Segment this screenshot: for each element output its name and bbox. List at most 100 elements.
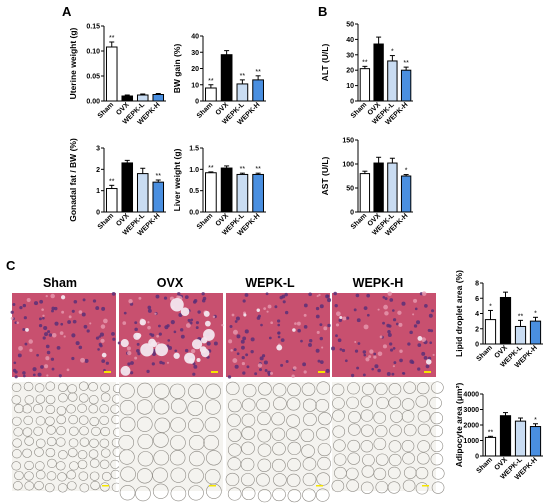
nucleus [335, 334, 338, 338]
bar [387, 162, 398, 213]
y-tick-label: 0.05 [86, 74, 100, 81]
nucleus [78, 345, 83, 350]
adipocyte-outline [347, 452, 361, 465]
adipocyte-outline [99, 404, 109, 414]
significance-label: ** [208, 78, 214, 85]
cytoplasm-spot [45, 356, 50, 361]
adipocyte-outline [388, 440, 402, 453]
nucleus [101, 359, 106, 363]
adipocyte-outline [35, 438, 46, 448]
nucleus [213, 341, 218, 346]
nucleus [425, 364, 430, 369]
cytoplasm-spot [89, 322, 92, 325]
adipocyte-outline [78, 471, 89, 481]
adipose-micrograph [331, 381, 445, 495]
nucleus [250, 337, 255, 342]
nucleus [136, 342, 140, 346]
y-axis-label: Liver weight (g) [172, 148, 182, 211]
cytoplasm-spot [50, 293, 55, 299]
nucleus [401, 371, 405, 375]
nucleus [319, 360, 324, 364]
bar [514, 420, 527, 457]
adipocyte-outline [153, 399, 170, 415]
nucleus [431, 309, 435, 313]
nucleus [308, 343, 312, 347]
adipocyte-outline [24, 481, 35, 491]
adipocyte-outline [100, 448, 111, 458]
cytoplasm-spot [63, 335, 66, 338]
adipocyte-outline [187, 400, 203, 416]
lipid-vacuole [120, 339, 129, 348]
y-tick-label: 0.15 [86, 24, 100, 31]
nucleus [244, 329, 249, 334]
nucleus [327, 298, 332, 303]
nucleus [168, 346, 173, 350]
nucleus [192, 300, 197, 304]
adipocyte-outline [77, 403, 87, 413]
nucleus [430, 329, 434, 333]
panel-label: A [62, 4, 72, 19]
adipocyte-outline [360, 409, 374, 422]
adipocyte-outline [373, 437, 387, 451]
cytoplasm-spot [190, 348, 196, 354]
cytoplasm-spot [354, 340, 357, 343]
y-tick-label: 30 [191, 50, 199, 57]
nucleus [71, 333, 76, 338]
cytoplasm-spot [134, 356, 138, 360]
nucleus [112, 337, 116, 341]
adipocyte-outline [333, 439, 346, 452]
significance-label: ** [156, 173, 162, 180]
lipid-vacuole [25, 328, 29, 332]
adipocyte-outline [316, 381, 331, 395]
nucleus [184, 295, 189, 299]
adipocyte-outline [415, 395, 429, 408]
adipocyte-outline [188, 468, 204, 484]
nucleus [147, 305, 152, 310]
adipocyte-outline [315, 488, 330, 502]
nucleus [277, 323, 281, 327]
scale-bar [424, 371, 431, 373]
cytoplasm-spot [212, 315, 216, 319]
nucleus [22, 303, 27, 308]
adipocyte-outline [302, 457, 317, 471]
bar [484, 436, 497, 457]
nucleus [319, 336, 323, 341]
adipocyte-outline [24, 460, 34, 471]
tissue-background [226, 293, 330, 377]
nucleus [346, 316, 350, 320]
nucleus [411, 360, 415, 364]
y-tick-label: 150 [342, 138, 354, 145]
lipid-vacuole [203, 329, 215, 341]
adipocyte-outline [89, 471, 100, 481]
adipocyte-outline [88, 449, 99, 459]
nucleus [184, 348, 189, 353]
lipid-vacuole [203, 310, 210, 317]
nucleus [241, 355, 245, 360]
nucleus [281, 294, 286, 299]
nucleus [399, 358, 403, 363]
adipocyte-outline [272, 458, 286, 473]
micrograph-header: WEPK-H [353, 276, 404, 290]
adipocyte-outline [46, 425, 56, 435]
adipocyte-outline [347, 382, 360, 395]
y-axis-label: BW gain (%) [172, 44, 182, 94]
lipid-vacuole [276, 344, 283, 351]
significance-label: * [534, 310, 537, 317]
nucleus [371, 367, 375, 371]
nucleus [362, 350, 367, 354]
bar [499, 415, 512, 457]
cytoplasm-spot [399, 349, 403, 353]
cytoplasm-spot [18, 345, 23, 351]
y-tick-label: 2000 [463, 423, 479, 430]
significance-label: * [391, 49, 394, 56]
lipid-vacuole [101, 352, 107, 358]
adipocyte-outline [287, 489, 302, 503]
cytoplasm-spot [45, 294, 48, 298]
cytoplasm-spot [292, 366, 297, 370]
nucleus [97, 348, 100, 351]
cytoplasm-spot [154, 312, 157, 315]
adipocyte-outline [241, 398, 256, 412]
adipocyte-outline [415, 482, 429, 495]
nucleus [353, 308, 357, 312]
